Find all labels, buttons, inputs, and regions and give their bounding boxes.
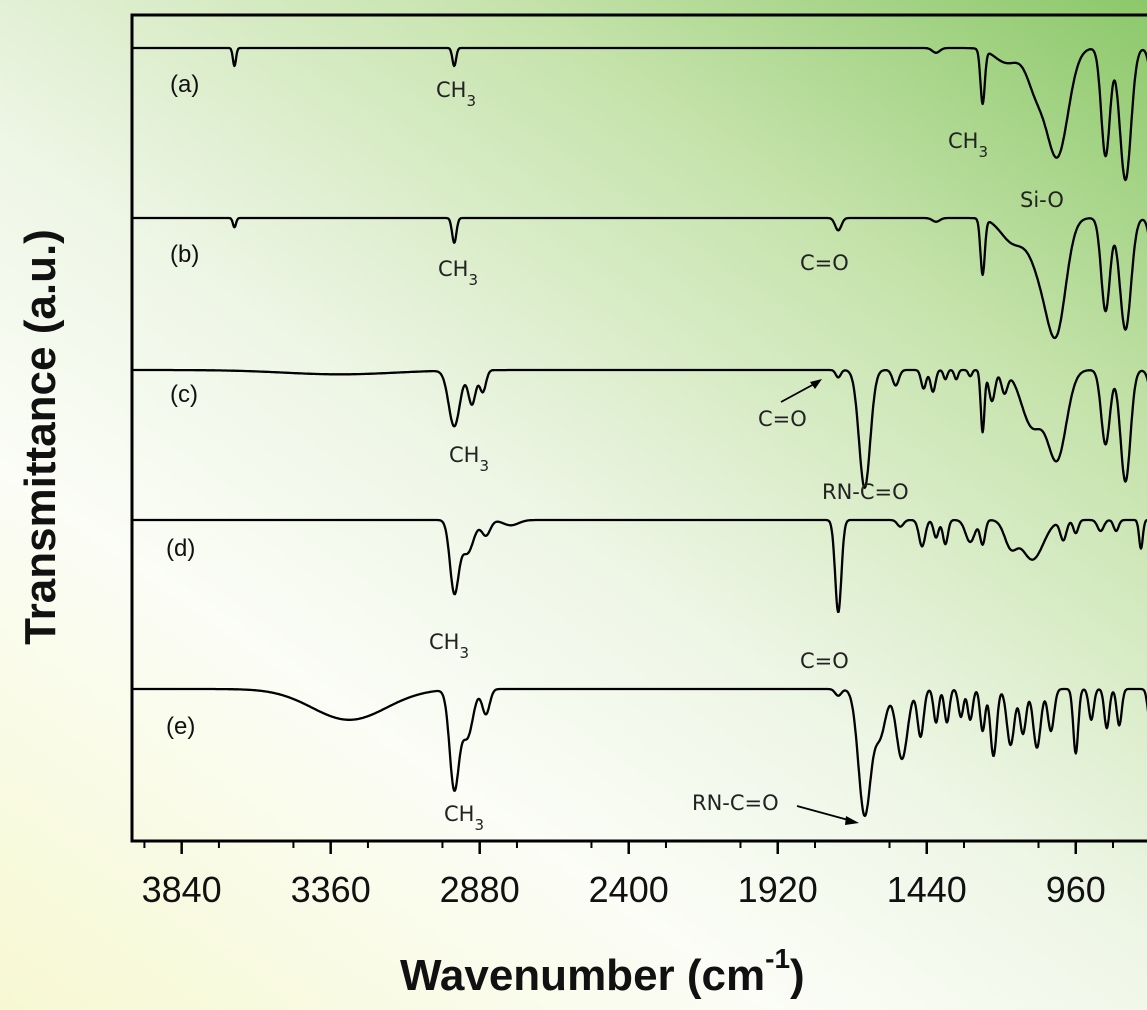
x-axis-title: Wavenumber (cm-1) (400, 943, 805, 1000)
peak-label: RN-C=O (822, 480, 909, 504)
peak-label: CH3 (449, 443, 489, 475)
peak-label: CH3 (948, 129, 988, 161)
x-tick-label: 3360 (291, 869, 371, 910)
trace-b (130, 216, 1147, 340)
peak-label: CH3 (436, 78, 476, 110)
peak-label: CH3 (438, 257, 478, 289)
peak-label: Si-O (1020, 188, 1064, 212)
annotation-arrow-c-co (780, 379, 822, 403)
peak-label: C=O (800, 649, 849, 673)
peak-label: C=O (800, 251, 849, 275)
spectra-traces (130, 46, 1147, 818)
series-label: (e) (166, 713, 195, 740)
trace-c (130, 368, 1147, 489)
series-label: (a) (170, 71, 199, 98)
trace-a (130, 46, 1147, 182)
series-label: (b) (170, 241, 199, 268)
x-tick-label: 1440 (887, 869, 967, 910)
x-tick-label: 1920 (738, 869, 818, 910)
peak-label: RN-C=O (692, 791, 779, 815)
peak-label: CH3 (429, 630, 469, 662)
x-tick-label: 2400 (589, 869, 669, 910)
x-tick-label: 2880 (440, 869, 520, 910)
series-label: (d) (166, 535, 195, 562)
peak-annotations: CH3 CH3 Si-O CH3 C=O C=O CH3 RN-C=O CH3 C=O CH3 RN-… (429, 78, 1064, 834)
y-axis-title: Transmittance (a.u.) (16, 229, 65, 645)
series-label: (c) (170, 381, 198, 408)
annotation-arrow-e-rnco (796, 805, 859, 825)
series-labels: (a) (b) (c) (d) (e) (166, 71, 199, 740)
trace-e (130, 687, 1147, 818)
plot-frame (130, 13, 1147, 843)
trace-d (130, 518, 1147, 614)
x-tick-label: 960 (1046, 869, 1106, 910)
peak-label: CH3 (444, 802, 484, 834)
peak-label: C=O (758, 407, 807, 431)
x-axis-ticks: 3840 3360 2880 2400 1920 1440 960 (142, 841, 1115, 910)
x-tick-label: 3840 (142, 869, 222, 910)
